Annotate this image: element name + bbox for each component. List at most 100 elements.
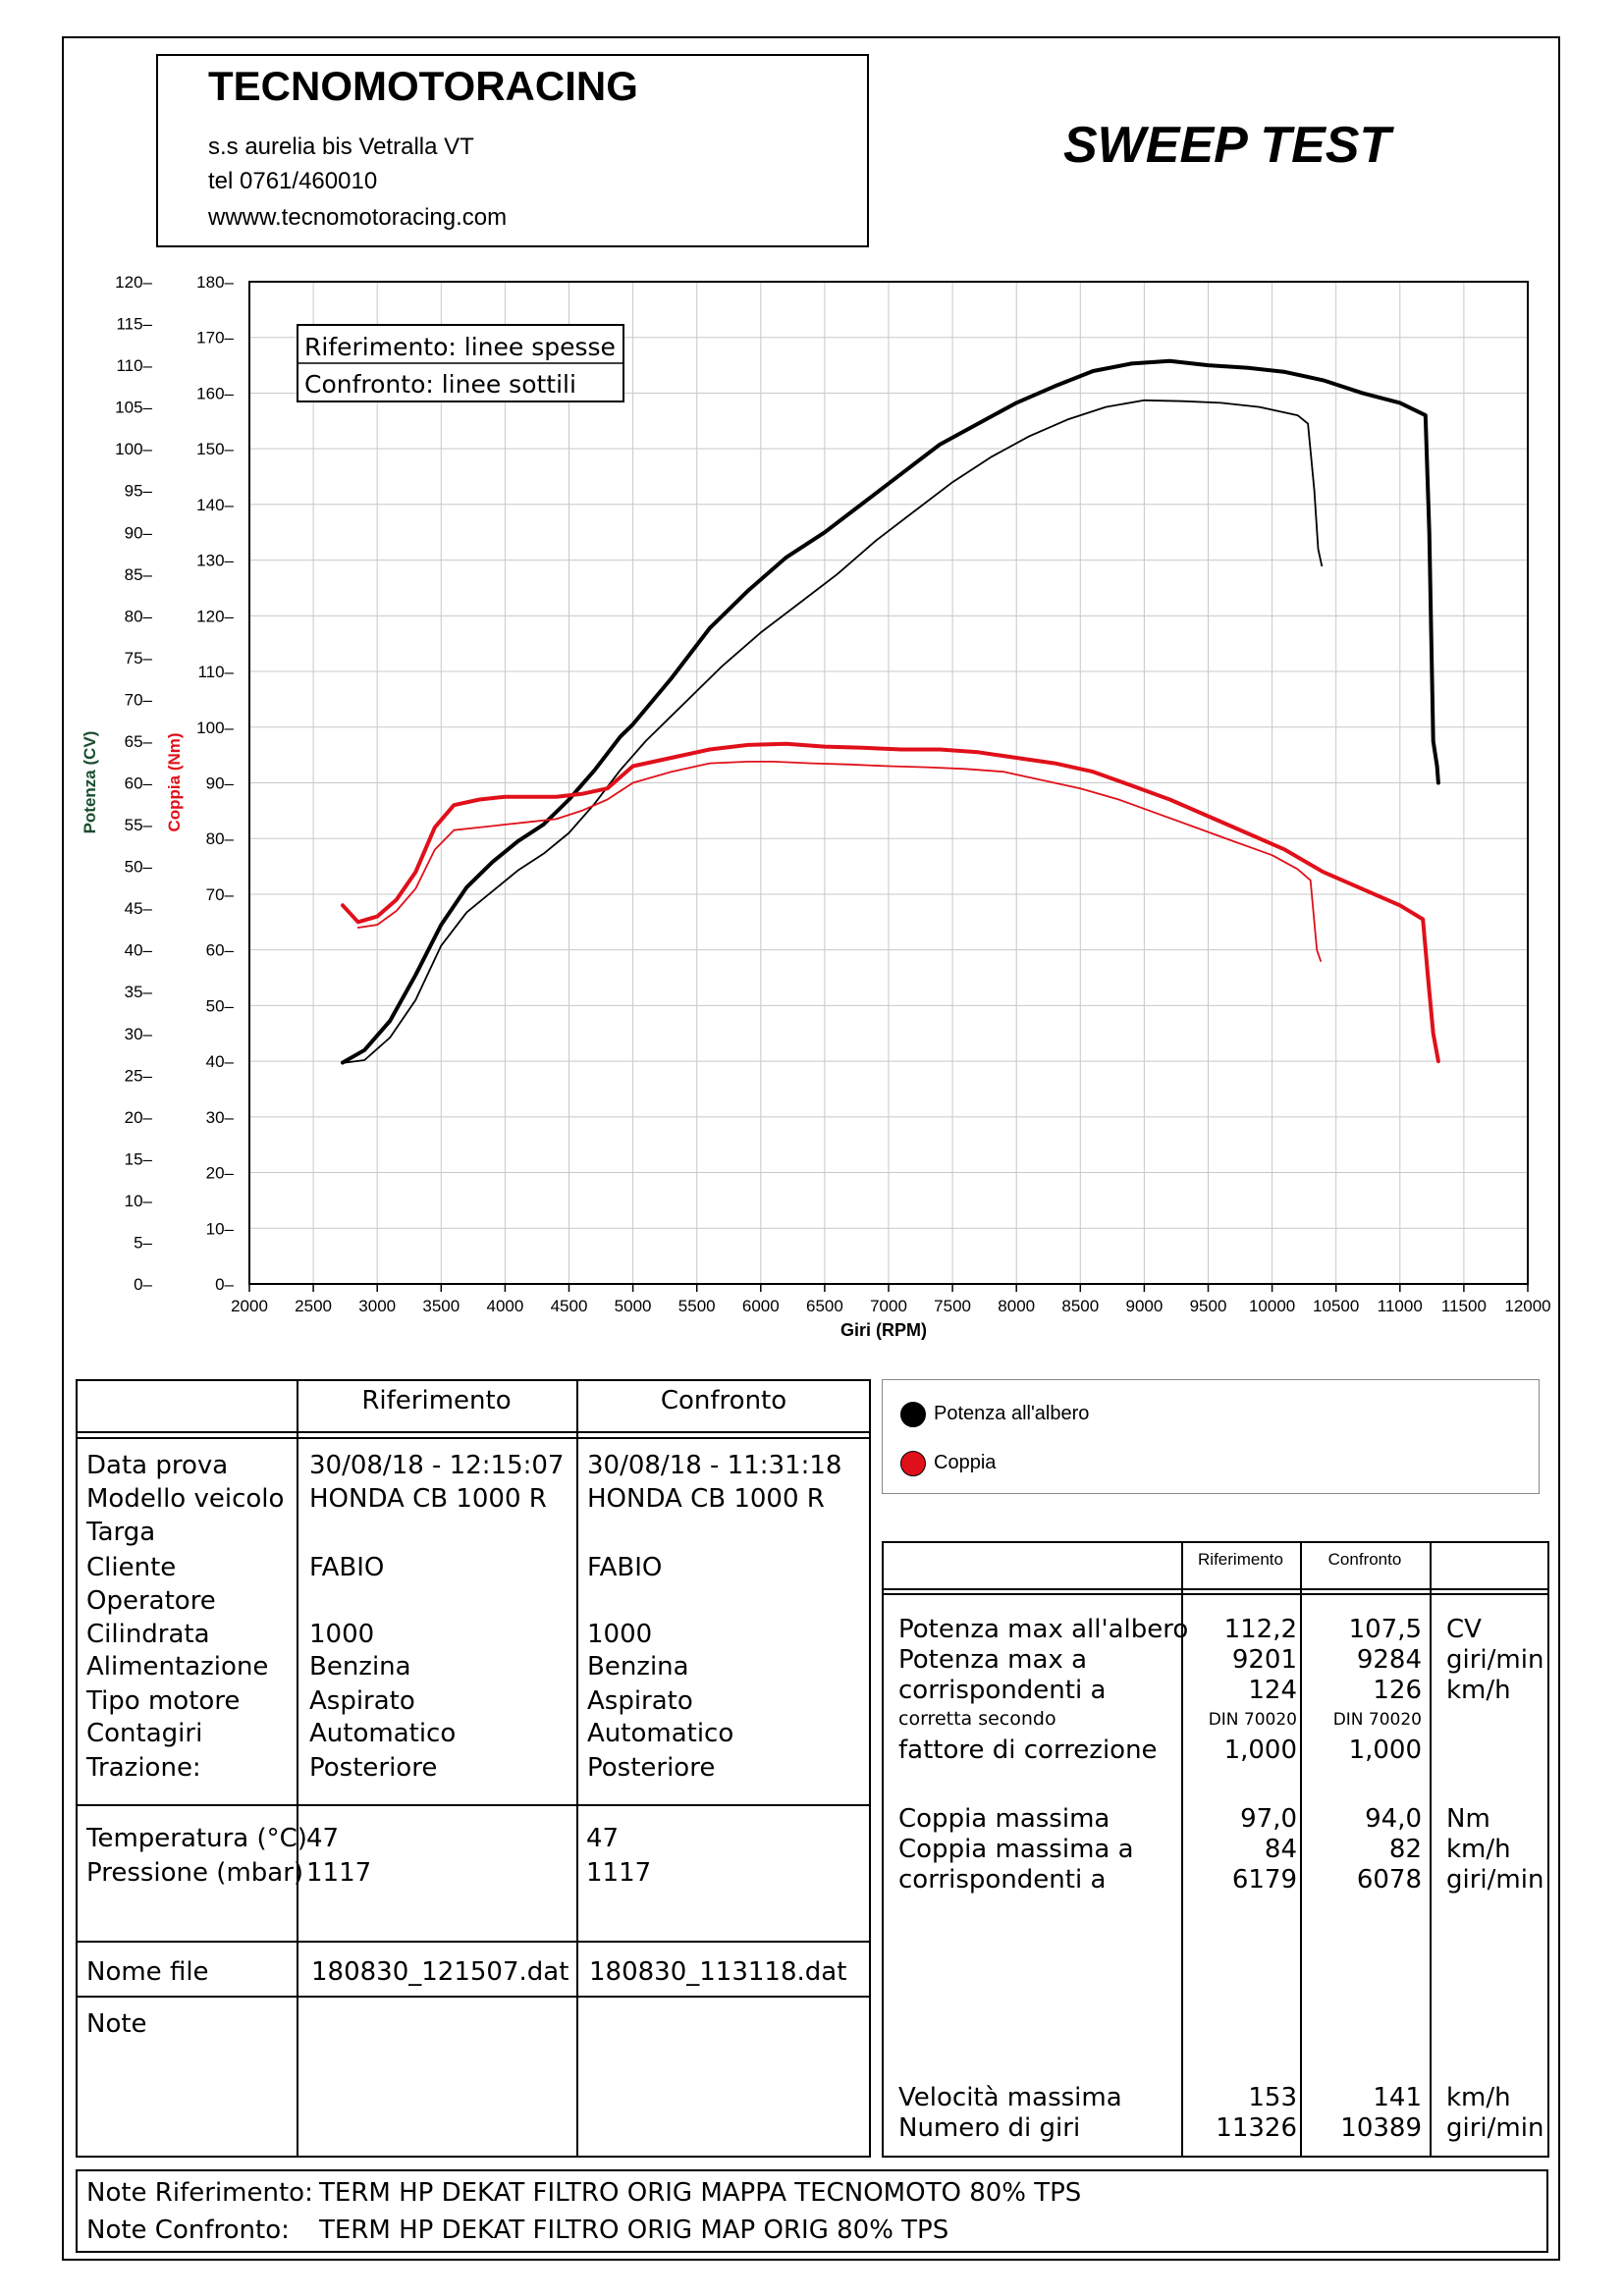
summary-reference-value: 1,000 xyxy=(1223,1735,1297,1765)
info-row-comparison: FABIO xyxy=(587,1553,663,1582)
summary-comparison-value: 6078 xyxy=(1356,1865,1422,1895)
x-tick-label: 7500 xyxy=(934,1297,971,1315)
torque-comparison-line xyxy=(356,761,1322,962)
filename-label: Nome file xyxy=(86,1957,209,1987)
power-tick-label: 0– xyxy=(134,1275,152,1294)
summary-comparison-value: 141 xyxy=(1373,2083,1422,2112)
summary-comparison-value: 9284 xyxy=(1356,1645,1422,1675)
torque-tick-label: 130– xyxy=(196,552,234,570)
info-row-label: Trazione: xyxy=(86,1753,201,1783)
summary-reference-value: 153 xyxy=(1248,2083,1297,2112)
power-tick-label: 100– xyxy=(115,440,152,458)
torque-tick-label: 90– xyxy=(206,774,235,793)
torque-tick-label: 50– xyxy=(206,996,235,1015)
info-row-label: Tipo motore xyxy=(86,1686,241,1716)
power-tick-label: 20– xyxy=(125,1108,153,1127)
x-tick-label: 4500 xyxy=(551,1297,588,1315)
torque-tick-label: 100– xyxy=(196,719,234,737)
torque-reference-line xyxy=(341,741,1440,1064)
info-row-label: Data prova xyxy=(86,1451,229,1480)
company-name: TECNOMOTORACING xyxy=(208,63,638,109)
summary-label: Velocità massima xyxy=(898,2083,1122,2112)
power-tick-label: 70– xyxy=(125,690,153,709)
x-tick-label: 11000 xyxy=(1378,1297,1423,1315)
power-tick-label: 80– xyxy=(125,607,153,625)
company-website: wwww.tecnomotoracing.com xyxy=(208,204,508,231)
power-tick-label: 110– xyxy=(116,356,152,375)
torque-tick-label: 170– xyxy=(196,329,234,347)
x-tick-label: 2000 xyxy=(231,1297,268,1315)
temperature-reference: 47 xyxy=(306,1824,340,1853)
notes-box xyxy=(76,2169,1548,2253)
info-row-label: Alimentazione xyxy=(86,1652,269,1682)
right-table-header-comparison: Confronto xyxy=(1327,1550,1402,1569)
filename-comparison: 180830_113118.dat xyxy=(589,1957,847,1987)
pressure-label: Pressione (mbar) xyxy=(86,1858,304,1888)
torque-legend-icon xyxy=(900,1451,926,1476)
x-tick-label: 7000 xyxy=(870,1297,907,1315)
info-row-comparison: Automatico xyxy=(587,1719,734,1748)
info-row-reference: Automatico xyxy=(309,1719,457,1748)
legend-comparison-lines: Confronto: linee sottili xyxy=(304,370,576,399)
summary-reference-value: 6179 xyxy=(1231,1865,1297,1895)
info-row-comparison: Posteriore xyxy=(587,1753,716,1783)
power-legend-icon xyxy=(900,1402,926,1427)
info-row-reference: 30/08/18 - 12:15:07 xyxy=(309,1451,565,1480)
x-tick-label: 6000 xyxy=(742,1297,780,1315)
summary-label: Potenza max a xyxy=(898,1645,1088,1675)
summary-comparison-value: 10389 xyxy=(1340,2113,1422,2143)
summary-unit: km/h xyxy=(1446,2083,1511,2112)
torque-tick-label: 140– xyxy=(196,496,234,514)
note-label: Note xyxy=(86,2009,147,2039)
power-tick-label: 90– xyxy=(125,523,153,542)
chart-series xyxy=(341,358,1440,1065)
power-tick-label: 75– xyxy=(125,649,153,667)
power-tick-label: 60– xyxy=(125,774,153,793)
torque-legend-label: Coppia xyxy=(934,1452,997,1473)
info-row-comparison: Aspirato xyxy=(587,1686,693,1716)
info-row-comparison: 1000 xyxy=(587,1620,653,1649)
x-tick-label: 10500 xyxy=(1313,1297,1359,1315)
power-comparison-line xyxy=(344,399,1324,1064)
power-tick-label: 95– xyxy=(125,482,153,501)
summary-unit: Nm xyxy=(1446,1804,1490,1834)
x-tick-label: 11500 xyxy=(1441,1297,1487,1315)
company-phone: tel 0761/460010 xyxy=(208,168,378,194)
note-reference-label: Note Riferimento: xyxy=(86,2178,313,2208)
summary-label: Coppia massima xyxy=(898,1804,1110,1834)
summary-comparison-value: DIN 70020 xyxy=(1332,1710,1422,1730)
info-row-reference: HONDA CB 1000 R xyxy=(309,1484,547,1514)
company-address: s.s aurelia bis Vetralla VT xyxy=(208,133,474,160)
power-tick-label: 105– xyxy=(115,399,152,417)
info-row-label: Modello veicolo xyxy=(86,1484,285,1514)
x-tick-label: 5500 xyxy=(678,1297,716,1315)
info-row-reference: Posteriore xyxy=(309,1753,438,1783)
power-legend-label: Potenza all'albero xyxy=(934,1403,1090,1424)
torque-tick-label: 10– xyxy=(206,1219,235,1238)
summary-comparison-value: 126 xyxy=(1373,1676,1422,1705)
torque-tick-label: 40– xyxy=(206,1052,235,1071)
info-row-label: Targa xyxy=(86,1518,156,1547)
torque-axis-ticks: 0– 10– 20– 30– 40– 50– 60– 70– 80– 90– 100– 110– 120… xyxy=(196,273,234,1294)
x-tick-label: 9500 xyxy=(1190,1297,1227,1315)
x-tick-label: 6500 xyxy=(806,1297,843,1315)
power-tick-label: 15– xyxy=(125,1149,153,1168)
power-tick-label: 115– xyxy=(116,315,152,334)
summary-reference-value: 84 xyxy=(1264,1835,1297,1864)
summary-label: corretta secondo xyxy=(898,1708,1056,1730)
torque-tick-label: 30– xyxy=(206,1108,235,1127)
power-tick-label: 65– xyxy=(125,732,153,751)
x-tick-label: 9000 xyxy=(1125,1297,1163,1315)
torque-tick-label: 180– xyxy=(196,273,234,292)
summary-reference-value: 112,2 xyxy=(1223,1615,1297,1644)
power-tick-label: 50– xyxy=(125,858,153,877)
summary-unit: km/h xyxy=(1446,1676,1511,1705)
chart-grid xyxy=(248,281,1529,1285)
info-row-reference: Aspirato xyxy=(309,1686,415,1716)
power-reference-line xyxy=(341,358,1440,1065)
x-tick-label: 2500 xyxy=(295,1297,332,1315)
test-info-table xyxy=(76,1379,871,2158)
summary-label: Coppia massima a xyxy=(898,1835,1134,1864)
info-row-comparison: 30/08/18 - 11:31:18 xyxy=(587,1451,842,1480)
power-tick-label: 10– xyxy=(125,1192,153,1210)
